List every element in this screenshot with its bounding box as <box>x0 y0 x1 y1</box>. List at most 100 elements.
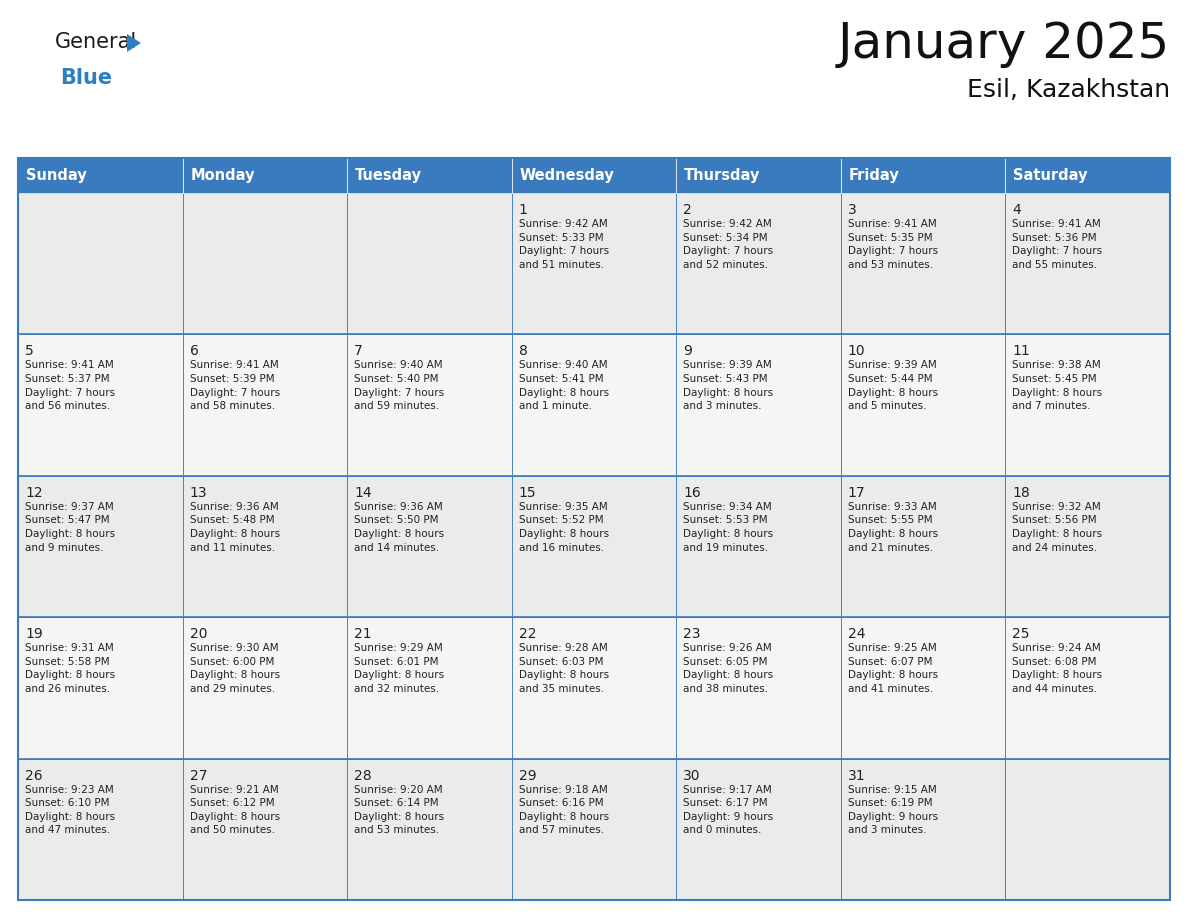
Text: Sunday: Sunday <box>26 168 87 183</box>
Bar <box>347 617 512 758</box>
Bar <box>512 617 676 758</box>
Text: Sunrise: 9:25 AM
Sunset: 6:07 PM
Daylight: 8 hours
and 41 minutes.: Sunrise: 9:25 AM Sunset: 6:07 PM Dayligh… <box>848 644 939 694</box>
Text: Sunrise: 9:26 AM
Sunset: 6:05 PM
Daylight: 8 hours
and 38 minutes.: Sunrise: 9:26 AM Sunset: 6:05 PM Dayligh… <box>683 644 773 694</box>
Bar <box>1005 334 1170 476</box>
Text: Sunrise: 9:38 AM
Sunset: 5:45 PM
Daylight: 8 hours
and 7 minutes.: Sunrise: 9:38 AM Sunset: 5:45 PM Dayligh… <box>1012 361 1102 411</box>
Text: Sunrise: 9:29 AM
Sunset: 6:01 PM
Daylight: 8 hours
and 32 minutes.: Sunrise: 9:29 AM Sunset: 6:01 PM Dayligh… <box>354 644 444 694</box>
Text: 23: 23 <box>683 627 701 641</box>
Text: Sunrise: 9:35 AM
Sunset: 5:52 PM
Daylight: 8 hours
and 16 minutes.: Sunrise: 9:35 AM Sunset: 5:52 PM Dayligh… <box>519 502 608 553</box>
Bar <box>18 193 183 334</box>
Bar <box>1005 617 1170 758</box>
Text: 26: 26 <box>25 768 43 783</box>
Text: Sunrise: 9:28 AM
Sunset: 6:03 PM
Daylight: 8 hours
and 35 minutes.: Sunrise: 9:28 AM Sunset: 6:03 PM Dayligh… <box>519 644 608 694</box>
Text: 20: 20 <box>190 627 207 641</box>
Bar <box>183 158 347 193</box>
Text: Esil, Kazakhstan: Esil, Kazakhstan <box>967 78 1170 102</box>
Text: Sunrise: 9:34 AM
Sunset: 5:53 PM
Daylight: 8 hours
and 19 minutes.: Sunrise: 9:34 AM Sunset: 5:53 PM Dayligh… <box>683 502 773 553</box>
Text: Sunrise: 9:21 AM
Sunset: 6:12 PM
Daylight: 8 hours
and 50 minutes.: Sunrise: 9:21 AM Sunset: 6:12 PM Dayligh… <box>190 785 279 835</box>
Text: 4: 4 <box>1012 203 1022 217</box>
Text: Sunrise: 9:39 AM
Sunset: 5:43 PM
Daylight: 8 hours
and 3 minutes.: Sunrise: 9:39 AM Sunset: 5:43 PM Dayligh… <box>683 361 773 411</box>
Text: 24: 24 <box>848 627 865 641</box>
Bar <box>347 193 512 334</box>
Text: Sunrise: 9:32 AM
Sunset: 5:56 PM
Daylight: 8 hours
and 24 minutes.: Sunrise: 9:32 AM Sunset: 5:56 PM Dayligh… <box>1012 502 1102 553</box>
Text: Sunrise: 9:42 AM
Sunset: 5:33 PM
Daylight: 7 hours
and 51 minutes.: Sunrise: 9:42 AM Sunset: 5:33 PM Dayligh… <box>519 219 608 270</box>
Text: Sunrise: 9:36 AM
Sunset: 5:50 PM
Daylight: 8 hours
and 14 minutes.: Sunrise: 9:36 AM Sunset: 5:50 PM Dayligh… <box>354 502 444 553</box>
Text: 14: 14 <box>354 486 372 499</box>
Text: Sunrise: 9:42 AM
Sunset: 5:34 PM
Daylight: 7 hours
and 52 minutes.: Sunrise: 9:42 AM Sunset: 5:34 PM Dayligh… <box>683 219 773 270</box>
Bar <box>347 158 512 193</box>
Bar <box>512 193 676 334</box>
Text: Sunrise: 9:30 AM
Sunset: 6:00 PM
Daylight: 8 hours
and 29 minutes.: Sunrise: 9:30 AM Sunset: 6:00 PM Dayligh… <box>190 644 279 694</box>
Text: 2: 2 <box>683 203 693 217</box>
Bar <box>183 617 347 758</box>
Text: Sunrise: 9:37 AM
Sunset: 5:47 PM
Daylight: 8 hours
and 9 minutes.: Sunrise: 9:37 AM Sunset: 5:47 PM Dayligh… <box>25 502 115 553</box>
Bar <box>841 758 1005 900</box>
Bar <box>512 758 676 900</box>
Bar <box>183 193 347 334</box>
Text: Blue: Blue <box>61 68 112 88</box>
Text: 5: 5 <box>25 344 33 358</box>
Text: 8: 8 <box>519 344 527 358</box>
Text: Sunrise: 9:41 AM
Sunset: 5:39 PM
Daylight: 7 hours
and 58 minutes.: Sunrise: 9:41 AM Sunset: 5:39 PM Dayligh… <box>190 361 279 411</box>
Bar <box>1005 476 1170 617</box>
Text: Monday: Monday <box>190 168 255 183</box>
Bar <box>841 193 1005 334</box>
Text: Sunrise: 9:20 AM
Sunset: 6:14 PM
Daylight: 8 hours
and 53 minutes.: Sunrise: 9:20 AM Sunset: 6:14 PM Dayligh… <box>354 785 444 835</box>
Bar <box>18 158 183 193</box>
Text: 10: 10 <box>848 344 866 358</box>
Text: Sunrise: 9:15 AM
Sunset: 6:19 PM
Daylight: 9 hours
and 3 minutes.: Sunrise: 9:15 AM Sunset: 6:19 PM Dayligh… <box>848 785 939 835</box>
Bar <box>512 158 676 193</box>
Text: 1: 1 <box>519 203 527 217</box>
Bar <box>676 476 841 617</box>
Text: 28: 28 <box>354 768 372 783</box>
Text: 13: 13 <box>190 486 207 499</box>
Text: 17: 17 <box>848 486 866 499</box>
Bar <box>841 476 1005 617</box>
Text: Tuesday: Tuesday <box>355 168 422 183</box>
Bar <box>18 617 183 758</box>
Bar <box>512 334 676 476</box>
Text: Sunrise: 9:41 AM
Sunset: 5:37 PM
Daylight: 7 hours
and 56 minutes.: Sunrise: 9:41 AM Sunset: 5:37 PM Dayligh… <box>25 361 115 411</box>
Text: 27: 27 <box>190 768 207 783</box>
Text: 31: 31 <box>848 768 866 783</box>
Bar <box>183 334 347 476</box>
Text: Sunrise: 9:41 AM
Sunset: 5:36 PM
Daylight: 7 hours
and 55 minutes.: Sunrise: 9:41 AM Sunset: 5:36 PM Dayligh… <box>1012 219 1102 270</box>
Bar <box>1005 193 1170 334</box>
Text: 21: 21 <box>354 627 372 641</box>
Bar <box>347 476 512 617</box>
Bar <box>841 158 1005 193</box>
Text: General: General <box>55 32 138 52</box>
Bar <box>676 334 841 476</box>
Bar <box>512 476 676 617</box>
Bar <box>183 476 347 617</box>
Text: 7: 7 <box>354 344 362 358</box>
Text: Sunrise: 9:33 AM
Sunset: 5:55 PM
Daylight: 8 hours
and 21 minutes.: Sunrise: 9:33 AM Sunset: 5:55 PM Dayligh… <box>848 502 939 553</box>
Bar <box>676 193 841 334</box>
Bar <box>676 758 841 900</box>
Polygon shape <box>127 34 141 52</box>
Text: January 2025: January 2025 <box>838 20 1170 68</box>
Text: Sunrise: 9:40 AM
Sunset: 5:41 PM
Daylight: 8 hours
and 1 minute.: Sunrise: 9:40 AM Sunset: 5:41 PM Dayligh… <box>519 361 608 411</box>
Text: Sunrise: 9:41 AM
Sunset: 5:35 PM
Daylight: 7 hours
and 53 minutes.: Sunrise: 9:41 AM Sunset: 5:35 PM Dayligh… <box>848 219 939 270</box>
Text: 6: 6 <box>190 344 198 358</box>
Text: Sunrise: 9:31 AM
Sunset: 5:58 PM
Daylight: 8 hours
and 26 minutes.: Sunrise: 9:31 AM Sunset: 5:58 PM Dayligh… <box>25 644 115 694</box>
Text: 3: 3 <box>848 203 857 217</box>
Text: Friday: Friday <box>849 168 899 183</box>
Bar <box>841 617 1005 758</box>
Text: Sunrise: 9:36 AM
Sunset: 5:48 PM
Daylight: 8 hours
and 11 minutes.: Sunrise: 9:36 AM Sunset: 5:48 PM Dayligh… <box>190 502 279 553</box>
Text: 25: 25 <box>1012 627 1030 641</box>
Bar <box>18 758 183 900</box>
Text: 22: 22 <box>519 627 536 641</box>
Text: Sunrise: 9:23 AM
Sunset: 6:10 PM
Daylight: 8 hours
and 47 minutes.: Sunrise: 9:23 AM Sunset: 6:10 PM Dayligh… <box>25 785 115 835</box>
Bar <box>347 758 512 900</box>
Text: Sunrise: 9:24 AM
Sunset: 6:08 PM
Daylight: 8 hours
and 44 minutes.: Sunrise: 9:24 AM Sunset: 6:08 PM Dayligh… <box>1012 644 1102 694</box>
Text: 30: 30 <box>683 768 701 783</box>
Text: 9: 9 <box>683 344 693 358</box>
Text: Sunrise: 9:40 AM
Sunset: 5:40 PM
Daylight: 7 hours
and 59 minutes.: Sunrise: 9:40 AM Sunset: 5:40 PM Dayligh… <box>354 361 444 411</box>
Bar <box>1005 158 1170 193</box>
Bar <box>1005 758 1170 900</box>
Bar <box>347 334 512 476</box>
Text: 19: 19 <box>25 627 43 641</box>
Bar <box>841 334 1005 476</box>
Text: Sunrise: 9:39 AM
Sunset: 5:44 PM
Daylight: 8 hours
and 5 minutes.: Sunrise: 9:39 AM Sunset: 5:44 PM Dayligh… <box>848 361 939 411</box>
